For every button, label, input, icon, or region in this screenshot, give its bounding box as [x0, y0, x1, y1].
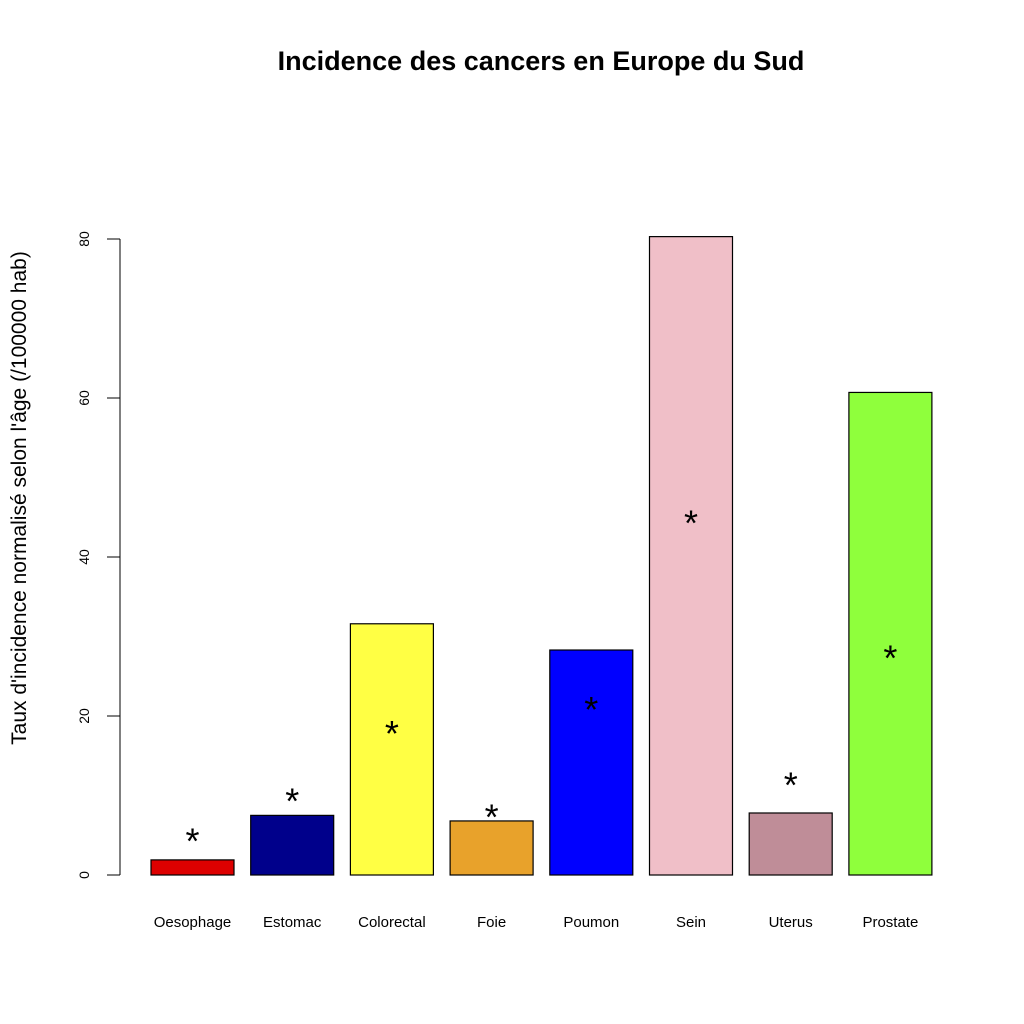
- chart-title: Incidence des cancers en Europe du Sud: [278, 46, 805, 76]
- significance-markers: * * * * * * * *: [185, 502, 897, 861]
- bar-estomac: [250, 814, 335, 876]
- category-labels: Oesophage Estomac Colorectal Foie Poumon Sein…: [154, 914, 919, 931]
- star-marker: *: [185, 820, 199, 861]
- category-label: Prostate: [862, 914, 918, 931]
- bar-oesophage: [150, 859, 235, 876]
- bar-sein: [648, 236, 734, 876]
- y-tick-label: 0: [76, 871, 92, 879]
- y-tick-label: 40: [76, 549, 92, 565]
- star-marker: *: [784, 765, 798, 806]
- star-marker: *: [584, 689, 598, 730]
- category-label: Foie: [477, 914, 506, 931]
- category-label: Poumon: [563, 914, 619, 931]
- star-marker: *: [684, 502, 698, 543]
- star-marker: *: [285, 781, 299, 822]
- category-label: Sein: [676, 914, 706, 931]
- y-tick-label: 80: [76, 231, 92, 247]
- star-marker: *: [385, 713, 399, 754]
- bar-poumon: [549, 649, 634, 876]
- y-axis-label: Taux d'incidence normalisé selon l'âge (…: [8, 251, 31, 745]
- bar-prostate: [848, 391, 933, 876]
- bar-foie: [449, 820, 534, 876]
- star-marker: *: [883, 637, 897, 678]
- category-label: Oesophage: [154, 914, 232, 931]
- category-label: Colorectal: [358, 914, 426, 931]
- y-axis: 0 20 40 60 80: [76, 231, 121, 879]
- category-label: Uterus: [769, 914, 813, 931]
- bar-colorectal: [349, 623, 434, 876]
- y-tick-label: 60: [76, 390, 92, 406]
- star-marker: *: [485, 796, 499, 837]
- y-tick-label: 20: [76, 708, 92, 724]
- category-label: Estomac: [263, 914, 322, 931]
- bars: [150, 236, 933, 876]
- bar-uterus: [748, 812, 833, 876]
